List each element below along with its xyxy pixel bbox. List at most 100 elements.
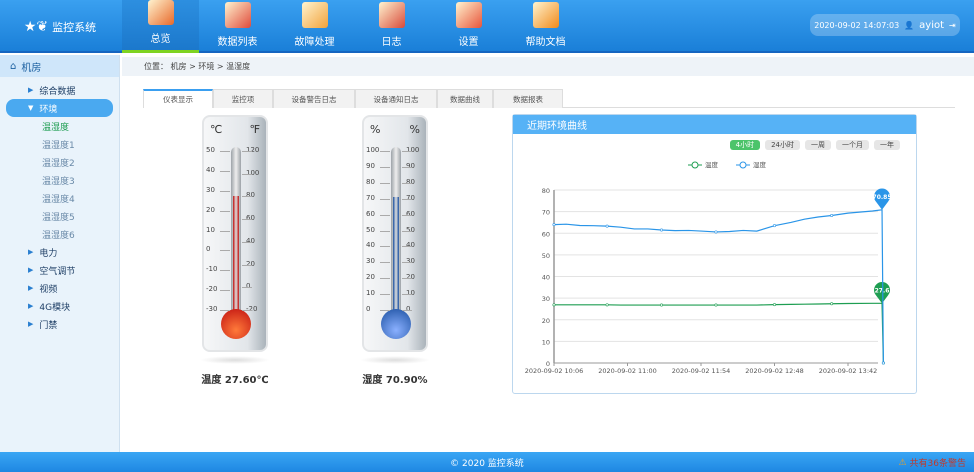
legend-marker[interactable] bbox=[739, 161, 747, 169]
y-tick-label: 40 bbox=[542, 274, 550, 282]
tick-label: -10 bbox=[206, 265, 218, 274]
data-point[interactable] bbox=[660, 228, 664, 232]
sidebar-subitem[interactable]: 温湿度3 bbox=[42, 176, 75, 187]
tick bbox=[220, 210, 230, 212]
humidity-reading: 湿度 70.90% bbox=[362, 375, 428, 386]
range-button[interactable]: 4小时 bbox=[729, 140, 761, 150]
range-button[interactable]: 24小时 bbox=[765, 140, 800, 150]
tick-label: 30 bbox=[406, 257, 415, 266]
sidebar-item[interactable]: ▶ 电力 bbox=[0, 243, 119, 261]
sidebar-root-label: 机房 bbox=[21, 62, 42, 74]
alarm-text: 共有36条警告 bbox=[909, 459, 966, 469]
tick-label: 40 bbox=[246, 236, 255, 245]
tick bbox=[380, 151, 390, 152]
tick bbox=[242, 310, 252, 311]
tick-label: 20 bbox=[366, 273, 375, 282]
data-point[interactable] bbox=[714, 303, 718, 307]
temperature-thermometer: ℃ ℉ 50 40 30 20 10 0 -10 -20 -30 120 100 80 60 40 20 0 -20 bbox=[202, 115, 268, 352]
tick-label: -20 bbox=[246, 305, 258, 313]
nav-help-doc[interactable]: 帮助文档 bbox=[507, 0, 584, 53]
unit-left: ℃ bbox=[210, 123, 223, 136]
sidebar-subitem[interactable]: 温湿度2 bbox=[42, 158, 75, 169]
tick bbox=[402, 230, 412, 232]
caret-right-icon: ▶ bbox=[28, 320, 34, 328]
legend-label[interactable]: 温度 bbox=[705, 160, 719, 169]
tab[interactable]: 设备通知日志 bbox=[355, 89, 437, 108]
data-point[interactable] bbox=[660, 303, 664, 307]
sidebar-item[interactable]: ▶ 综合数据 bbox=[0, 81, 119, 99]
tick-label: 50 bbox=[366, 225, 375, 234]
sidebar-item[interactable]: ▼ 环境 bbox=[6, 99, 113, 117]
sidebar-item[interactable]: ▶ 4G模块 bbox=[0, 297, 119, 315]
data-point[interactable] bbox=[772, 224, 776, 228]
unit-left: % bbox=[370, 123, 381, 136]
y-tick-label: 50 bbox=[542, 252, 550, 260]
legend-label[interactable]: 湿度 bbox=[753, 160, 767, 169]
tick bbox=[380, 182, 390, 184]
username[interactable]: ayiot bbox=[919, 19, 945, 31]
sidebar-item[interactable]: ▶ 视频 bbox=[0, 279, 119, 297]
data-point[interactable] bbox=[881, 361, 885, 365]
sidebar-item[interactable]: ▶ 门禁 bbox=[0, 315, 119, 333]
max-marker-pin bbox=[874, 188, 891, 210]
tick-label: 20 bbox=[206, 205, 215, 214]
chart-panel-title: 近期环境曲线 bbox=[513, 115, 916, 134]
unit-right: % bbox=[409, 123, 420, 136]
data-point[interactable] bbox=[605, 303, 609, 307]
sidebar-root[interactable]: ⌂ 机房 bbox=[0, 55, 119, 77]
footer: © 2020 监控系统 ⚠ 共有36条警告 bbox=[0, 452, 974, 472]
sidebar-subitem[interactable]: 温湿度6 bbox=[42, 230, 75, 241]
range-button[interactable]: 一个月 bbox=[836, 140, 869, 150]
sidebar-subitem[interactable]: 温湿度5 bbox=[42, 212, 75, 223]
sidebar-item-label: 视频 bbox=[39, 284, 58, 295]
legend-marker[interactable] bbox=[691, 161, 699, 169]
sidebar-item[interactable]: ▶ 空气调节 bbox=[0, 261, 119, 279]
nav-data-list[interactable]: 数据列表 bbox=[199, 0, 276, 53]
tick bbox=[402, 294, 412, 296]
tick bbox=[220, 190, 230, 192]
data-point[interactable] bbox=[552, 223, 556, 227]
chart-panel: 近期环境曲线 4小时 24小时 一周 一个月 一年 0 10 20 30 40 50 60 70 80 2… bbox=[512, 114, 917, 394]
shadow bbox=[360, 356, 430, 364]
data-point[interactable] bbox=[830, 302, 834, 306]
caret-right-icon: ▶ bbox=[28, 248, 34, 256]
tab[interactable]: 数据曲线 bbox=[437, 89, 493, 108]
tick bbox=[220, 230, 230, 232]
data-point[interactable] bbox=[714, 230, 718, 234]
logo: ★❦ 监控系统 bbox=[0, 0, 120, 53]
humidity-thermometer: %% 100 90 80 70 60 50 40 30 20 10 0 100 90 80 70 60 50 40 3… bbox=[362, 115, 428, 352]
caret-down-icon: ▼ bbox=[28, 104, 34, 112]
copyright: © 2020 监控系统 bbox=[450, 458, 524, 469]
sidebar-subitem[interactable]: 温湿度 bbox=[42, 122, 70, 133]
sidebar-item-label: 4G模块 bbox=[39, 302, 71, 313]
tick bbox=[402, 278, 412, 280]
tick bbox=[402, 246, 412, 248]
datetime: 2020-09-02 14:07:03 bbox=[814, 20, 900, 30]
tick bbox=[220, 310, 230, 311]
caret-right-icon: ▶ bbox=[28, 284, 34, 292]
tab[interactable]: 设备警告日志 bbox=[273, 89, 355, 108]
nav-gear[interactable]: 设置 bbox=[430, 0, 507, 53]
tick-label: 60 bbox=[246, 214, 255, 223]
nav-calendar[interactable]: 日志 bbox=[353, 0, 430, 53]
nav-warning-note[interactable]: 故障处理 bbox=[276, 0, 353, 53]
data-point[interactable] bbox=[552, 303, 556, 307]
alarm-count[interactable]: ⚠ 共有36条警告 bbox=[898, 456, 966, 470]
tab[interactable]: 数据报表 bbox=[493, 89, 563, 108]
tick-label: 80 bbox=[406, 177, 415, 186]
tab[interactable]: 监控项 bbox=[213, 89, 273, 108]
y-tick-label: 70 bbox=[542, 209, 550, 217]
sidebar-subitem[interactable]: 温湿度1 bbox=[42, 140, 75, 151]
logout-icon[interactable]: ⇥ bbox=[949, 20, 956, 30]
nav-books[interactable]: 总览 bbox=[122, 0, 199, 53]
range-button[interactable]: 一年 bbox=[874, 140, 900, 150]
range-button[interactable]: 一周 bbox=[805, 140, 831, 150]
tab[interactable]: 仪表显示 bbox=[143, 89, 213, 108]
data-point[interactable] bbox=[830, 214, 834, 218]
sidebar-subitem[interactable]: 温湿度4 bbox=[42, 194, 75, 205]
data-point[interactable] bbox=[772, 303, 776, 307]
gear-icon bbox=[455, 2, 482, 28]
data-point[interactable] bbox=[605, 224, 609, 228]
thermometer-bulb bbox=[221, 309, 251, 339]
warning-note-icon bbox=[301, 2, 328, 28]
